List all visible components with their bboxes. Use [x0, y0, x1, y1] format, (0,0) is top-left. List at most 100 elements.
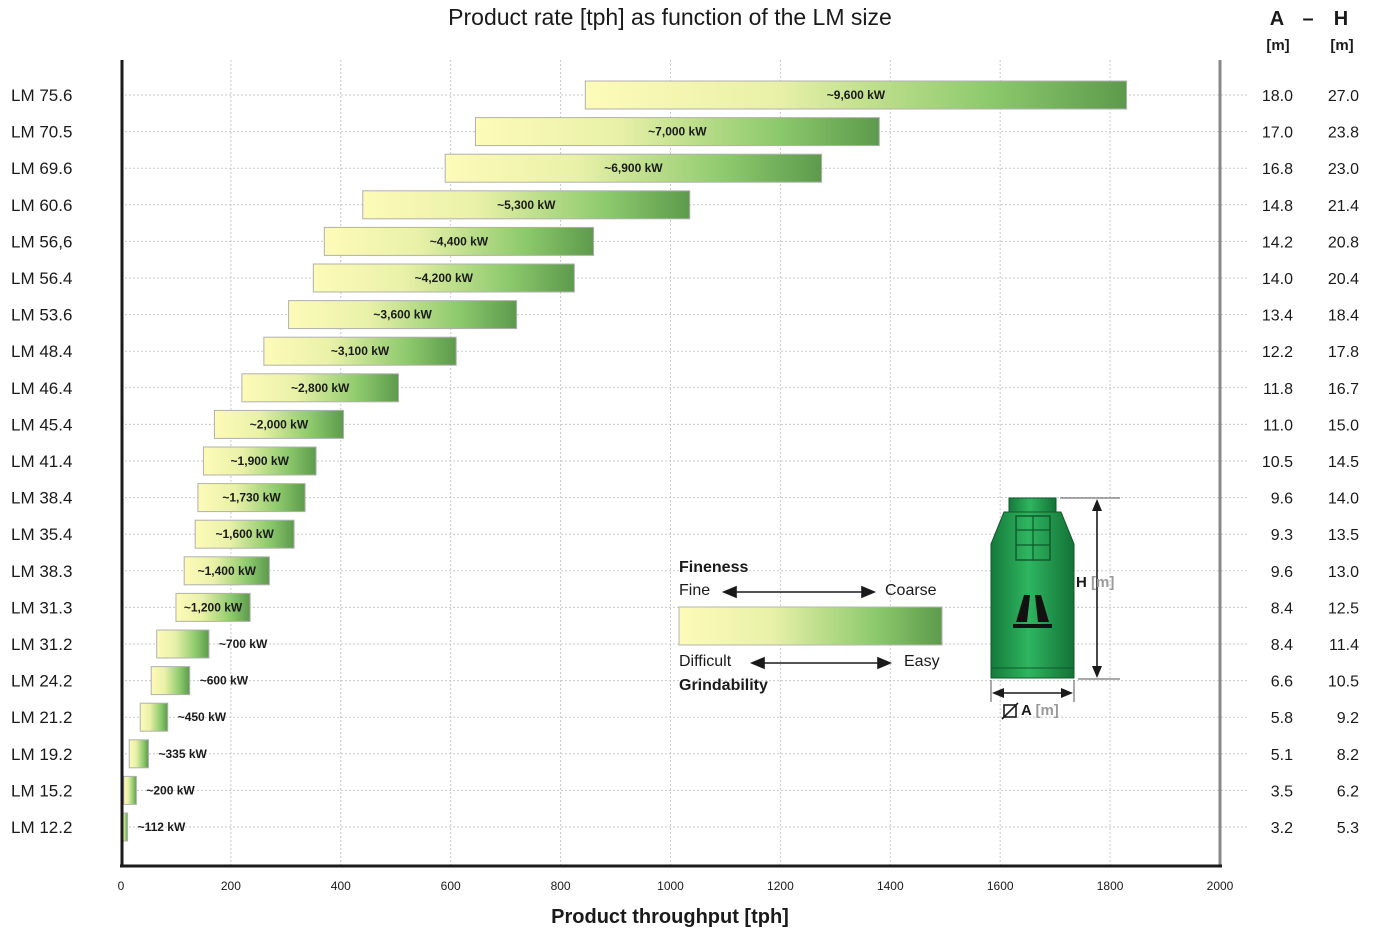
dimension-a-value: 14.8: [1262, 198, 1293, 215]
dimension-a-value: 8.4: [1271, 637, 1293, 654]
x-tick-label: 1800: [1097, 879, 1124, 893]
mill-a-label: A [m]: [1021, 702, 1059, 719]
category-label: LM 75.6: [11, 86, 72, 105]
bar: [362, 190, 691, 220]
dimension-h-value: 14.0: [1328, 491, 1359, 508]
legend-coarse: Coarse: [885, 582, 937, 599]
x-axis-label: Product throughput [tph]: [551, 906, 789, 928]
power-label: ~6,900 kW: [604, 161, 663, 175]
legend-fineness-title: Fineness: [679, 559, 749, 576]
category-label: LM 19.2: [11, 745, 72, 764]
dimension-h-value: 10.5: [1328, 674, 1359, 691]
bar: [128, 739, 149, 769]
bar: [241, 373, 399, 403]
category-label: LM 24.2: [11, 672, 72, 691]
dimension-a-value: 11.8: [1263, 381, 1293, 398]
category-label: LM 31.2: [11, 635, 72, 654]
bar: [202, 446, 317, 476]
bar: [474, 117, 880, 147]
dimension-a-value: 14.2: [1262, 234, 1293, 251]
dimension-h-value: 11.4: [1329, 637, 1359, 654]
power-label: ~4,400 kW: [430, 234, 489, 248]
dimension-a-value: 16.8: [1262, 161, 1293, 178]
power-label: ~9,600 kW: [827, 88, 886, 102]
category-label: LM 69.6: [11, 159, 72, 178]
category-label: LM 35.4: [11, 525, 72, 544]
bar: [123, 775, 137, 805]
bar: [183, 556, 270, 586]
category-label: LM 38.4: [11, 489, 72, 508]
legend-fine: Fine: [679, 582, 711, 599]
dimension-a-value: 6.6: [1271, 674, 1293, 691]
bar: [584, 80, 1128, 110]
mill-top-cap: [1008, 497, 1057, 513]
category-label: LM 46.4: [11, 379, 72, 398]
x-tick-label: 400: [331, 879, 351, 893]
dimension-h-value: 14.5: [1328, 454, 1359, 471]
power-label: ~450 kW: [178, 710, 227, 724]
dimension-a-value: 5.8: [1271, 710, 1293, 727]
x-tick-label: 1400: [877, 879, 904, 893]
x-tick-label: 0: [118, 879, 125, 893]
power-label: ~4,200 kW: [415, 271, 474, 285]
bar: [175, 592, 251, 622]
dimension-a-value: 9.6: [1271, 564, 1293, 581]
power-label: ~2,000 kW: [250, 417, 309, 431]
mill-a-letter: A: [1021, 702, 1032, 719]
mill-a-unit: [m]: [1035, 702, 1059, 719]
bar: [156, 629, 210, 659]
x-tick-label: 1000: [657, 879, 684, 893]
dimension-a-value: 11.0: [1263, 417, 1293, 434]
dimension-h-value: 5.3: [1337, 820, 1359, 837]
dimension-a-value: 17.0: [1262, 125, 1293, 142]
dimension-h-value: 16.7: [1328, 381, 1359, 398]
mill-base: [990, 667, 1075, 679]
col-header-a: A: [1269, 8, 1285, 30]
power-label: ~2,800 kW: [291, 381, 350, 395]
bar: [323, 226, 595, 256]
dimension-h-value: 23.8: [1328, 125, 1359, 142]
x-tick-label: 1600: [987, 879, 1014, 893]
mill-h-label: H [m]: [1076, 574, 1114, 591]
legend-easy: Easy: [904, 653, 940, 670]
dimension-h-value: 18.4: [1328, 308, 1359, 325]
dimension-h-value: 13.0: [1328, 564, 1359, 581]
x-tick-label: 800: [551, 879, 571, 893]
power-label: ~3,600 kW: [373, 308, 432, 322]
power-label: ~1,400 kW: [198, 564, 257, 578]
col-header-dash: –: [1302, 8, 1314, 30]
category-label: LM 53.6: [11, 306, 72, 325]
category-label: LM 21.2: [11, 708, 72, 727]
power-label: ~1,600 kW: [215, 527, 274, 541]
dimension-h-value: 8.2: [1337, 747, 1359, 764]
dimension-h-value: 6.2: [1337, 783, 1359, 800]
bar: [139, 702, 169, 732]
power-label: ~600 kW: [200, 674, 249, 688]
power-label: ~112 kW: [138, 820, 186, 834]
category-label: LM 15.2: [11, 781, 72, 800]
category-label: LM 12.2: [11, 818, 72, 837]
power-label: ~3,100 kW: [331, 344, 390, 358]
category-label: LM 41.4: [11, 452, 72, 471]
dimension-a-value: 3.5: [1271, 783, 1293, 800]
dimension-a-value: 8.4: [1271, 600, 1293, 617]
x-tick-label: 1200: [767, 879, 794, 893]
power-label: ~7,000 kW: [648, 125, 707, 139]
dimension-h-value: 20.4: [1328, 271, 1359, 288]
mill-h-unit: [m]: [1091, 574, 1115, 591]
dimension-a-value: 10.5: [1262, 454, 1293, 471]
power-label: ~5,300 kW: [497, 198, 556, 212]
axes: [120, 60, 1222, 868]
dimension-h-value: 27.0: [1328, 88, 1359, 105]
loesche-mill-icon: [1013, 595, 1052, 628]
legend-difficult: Difficult: [679, 653, 732, 670]
dimension-h-value: 15.0: [1328, 417, 1359, 434]
dimension-h-value: 21.4: [1328, 198, 1359, 215]
dimension-h-value: 20.8: [1328, 234, 1359, 251]
fineness-arrow: [721, 585, 877, 599]
dimension-h-value: 9.2: [1337, 710, 1359, 727]
bar: [194, 519, 295, 549]
dimension-h-value: 12.5: [1328, 600, 1359, 617]
category-label: LM 38.3: [11, 562, 72, 581]
